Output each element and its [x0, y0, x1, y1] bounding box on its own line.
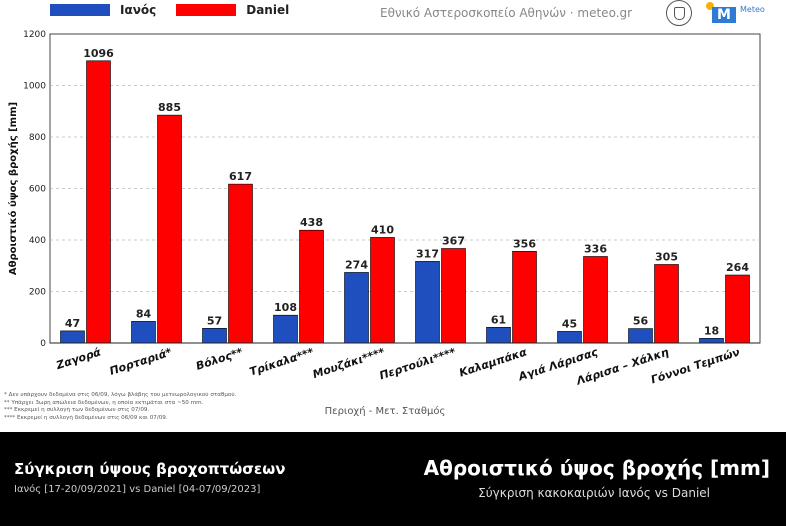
data-label-daniel: 410 [371, 223, 394, 236]
bar-ianos [60, 330, 85, 344]
x-tick-label: Μουζάκι**** [311, 345, 387, 381]
data-label-ianos: 56 [633, 315, 649, 328]
data-label-ianos: 317 [416, 247, 439, 260]
bar-daniel [370, 237, 395, 344]
data-label-ianos: 61 [491, 313, 506, 326]
bar-ianos [202, 328, 227, 344]
legend-item-daniel: Daniel [176, 3, 289, 17]
data-label-daniel: 264 [726, 261, 749, 274]
meteo-logo-text: Meteo [740, 5, 765, 14]
footnote-4: **** Εκκρεμεί η συλλογή δεδομένων στις 0… [4, 414, 168, 421]
bar-ianos [131, 321, 156, 344]
chart-subtitle: Σύγκριση κακοκαιριών Ιανός vs Daniel [478, 486, 710, 500]
data-label-ianos: 274 [345, 258, 368, 271]
bar-daniel [654, 264, 679, 344]
bar-daniel [228, 183, 253, 344]
legend-label-daniel: Daniel [246, 3, 290, 17]
bar-daniel [583, 256, 608, 344]
y-tick-label: 400 [29, 236, 46, 246]
footnote-3: *** Εκκρεμεί η συλλογή των δεδομένων στι… [4, 407, 150, 414]
data-label-daniel: 438 [300, 216, 323, 229]
legend-label-ianos: Ιανός [120, 3, 157, 17]
legend-swatch-ianos [50, 4, 110, 16]
bar-daniel [86, 60, 111, 344]
footnote-1: * Δεν υπάρχουν δεδομένα στις 06/09, λόγω… [4, 392, 237, 398]
source-credit: Εθνικό Αστεροσκοπείο Αθηνών · meteo.gr [380, 6, 633, 20]
chart-title: Αθροιστικό ύψος βροχής [mm] [423, 456, 770, 480]
bar-daniel [512, 251, 537, 344]
x-tick-label: Τρίκαλα*** [248, 345, 316, 378]
bar-daniel [299, 229, 324, 344]
bar-ianos [557, 331, 582, 344]
data-label-ianos: 108 [274, 301, 297, 314]
footnote-2: ** Υπάρχει 3ωρη απώλεια δεδομένων, η οπο… [4, 399, 204, 406]
data-label-ianos: 18 [704, 324, 719, 337]
data-label-daniel: 1096 [83, 47, 114, 60]
data-label-daniel: 336 [584, 242, 607, 255]
x-tick-label: Πορταριά* [108, 345, 174, 377]
x-tick-label: Ζαγορά [54, 345, 103, 372]
x-axis-label: Περιοχή - Μετ. Σταθμός [325, 405, 446, 417]
bottom-caption-bar: Σύγκριση ύψους βροχοπτώσεων Ιανός [17-20… [0, 432, 786, 526]
legend-swatch-daniel [176, 4, 237, 16]
chart-area: Ιανός Daniel Εθνικό Αστεροσκοπείο Αθηνών… [4, 0, 766, 422]
y-tick-label: 200 [29, 288, 46, 298]
y-axis-label: Αθροιστικό ύψος βροχής [mm] [7, 102, 19, 275]
bar-ianos [344, 272, 369, 344]
y-tick-label: 800 [29, 133, 46, 143]
comparison-dates: Ιανός [17-20/09/2021] vs Daniel [04-07/0… [14, 484, 261, 495]
y-tick-label: 0 [40, 339, 46, 349]
data-label-daniel: 617 [229, 170, 252, 183]
bar-ianos [628, 328, 653, 344]
data-label-daniel: 367 [442, 234, 465, 247]
rainfall-bar-chart: 0 200 400 600 800 1000 1200 Αθροιστικό ύψος βρο… [7, 30, 761, 417]
bar-ianos [415, 261, 440, 344]
observatory-seal-icon [666, 0, 692, 26]
footnotes: * Δεν υπάρχουν δεδομένα στις 06/09, λόγω… [4, 392, 314, 422]
legend: Ιανός Daniel [50, 2, 309, 18]
y-tick-label: 600 [29, 185, 46, 195]
data-label-ianos: 57 [207, 314, 222, 327]
data-label-daniel: 356 [513, 237, 536, 250]
data-label-ianos: 84 [136, 307, 152, 320]
meteo-logo: M Meteo [706, 2, 766, 26]
bar-ianos [699, 338, 724, 344]
data-label-ianos: 45 [562, 317, 577, 330]
y-tick-label: 1200 [23, 30, 46, 40]
data-label-daniel: 305 [655, 250, 678, 263]
legend-item-ianos: Ιανός [50, 3, 156, 17]
y-tick-label: 1000 [23, 82, 46, 92]
bar-ianos [273, 314, 298, 344]
sun-icon [706, 2, 714, 10]
x-tick-label: Βόλος** [194, 345, 244, 372]
meteo-m-icon: M [712, 7, 736, 23]
bar-daniel [441, 248, 466, 344]
comparison-title: Σύγκριση ύψους βροχοπτώσεων [14, 460, 286, 478]
data-label-daniel: 885 [158, 101, 181, 114]
bar-daniel [157, 114, 182, 344]
data-label-ianos: 47 [65, 317, 80, 330]
bar-daniel [725, 274, 750, 344]
bar-ianos [486, 326, 511, 344]
x-tick-label: Περτούλι**** [378, 345, 458, 382]
